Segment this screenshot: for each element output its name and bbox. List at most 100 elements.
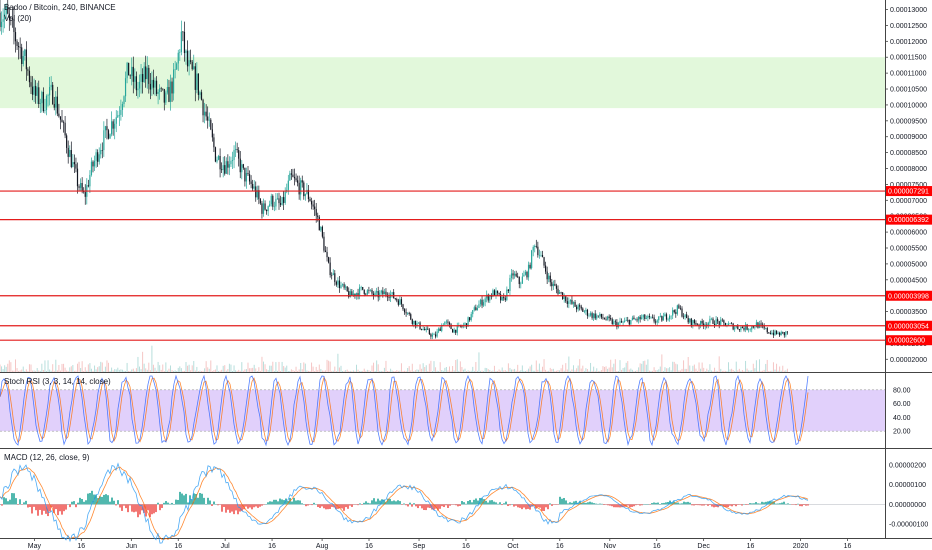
volume-bar <box>126 362 128 372</box>
volume-bar <box>149 370 151 372</box>
volume-bar <box>269 365 271 372</box>
candle-body <box>729 323 731 325</box>
candle-body <box>421 328 423 330</box>
candle-body <box>597 315 599 317</box>
candle-body <box>487 294 489 301</box>
candle-body <box>238 150 240 159</box>
candle-body <box>603 318 606 320</box>
candle-body <box>376 291 378 293</box>
macd-histogram-bar <box>461 501 463 505</box>
candle-body <box>503 296 505 299</box>
volume-bar <box>13 370 15 372</box>
macd-histogram-bar <box>113 500 115 505</box>
candle-body <box>512 273 514 276</box>
candle-body <box>630 319 632 325</box>
candle-body <box>351 291 353 296</box>
macd-histogram-bar <box>149 504 151 518</box>
candle-body <box>535 245 537 247</box>
volume-bar <box>638 367 640 372</box>
candle-body <box>431 334 434 337</box>
candle-body <box>225 161 227 174</box>
volume-bar <box>422 363 424 372</box>
volume-bar <box>653 367 655 372</box>
volume-bar <box>504 370 506 372</box>
volume-bar <box>734 370 736 372</box>
volume-bar <box>557 370 559 372</box>
macd-histogram-bar <box>171 502 173 505</box>
macd-histogram-bar <box>287 500 289 505</box>
volume-bar <box>596 368 598 372</box>
macd-histogram-bar <box>759 503 761 505</box>
macd-histogram-bar <box>49 504 51 512</box>
volume-bar <box>492 370 494 372</box>
candle-body <box>317 215 319 218</box>
candle-body <box>424 328 426 331</box>
candle-body <box>354 293 356 296</box>
macd-histogram-bar <box>409 502 411 505</box>
macd-histogram-bar <box>125 504 127 509</box>
candle-body <box>467 317 469 327</box>
candle-body <box>11 18 13 19</box>
candle-body <box>402 304 404 310</box>
macd-histogram-bar <box>657 502 659 505</box>
macd-histogram-bar <box>153 504 155 514</box>
macd-histogram-bar <box>629 504 631 508</box>
candle-body <box>642 314 644 318</box>
volume-bar <box>560 368 562 372</box>
candle-body <box>224 165 226 174</box>
macd-histogram-bar <box>211 504 213 506</box>
volume-bar <box>273 370 275 372</box>
volume-bar <box>658 369 660 372</box>
candle-body <box>771 332 773 335</box>
candle-body <box>576 306 578 310</box>
volume-bar <box>749 370 751 372</box>
volume-bar <box>588 370 590 372</box>
stoch-axis-label: 40.00 <box>893 415 911 422</box>
macd-histogram-bar <box>359 503 361 505</box>
candle-body <box>255 186 257 198</box>
macd-histogram-bar <box>655 502 657 505</box>
volume-bar <box>399 370 401 372</box>
candle-body <box>197 73 199 95</box>
macd-histogram-bar <box>775 503 777 505</box>
candle-body <box>318 217 320 231</box>
macd-histogram-bar <box>487 502 489 505</box>
candle-body <box>363 289 365 294</box>
candle-body <box>634 319 637 320</box>
volume-bar <box>675 363 677 372</box>
candle-body <box>456 325 458 333</box>
price-axis-label: 0.00005000 <box>890 261 927 268</box>
candle-body <box>329 262 331 276</box>
candle-body <box>374 292 376 296</box>
candle-body <box>678 305 680 309</box>
candle-body <box>651 316 654 318</box>
macd-histogram-bar <box>537 504 539 508</box>
volume-bar <box>317 370 319 372</box>
volume-bar <box>695 368 697 372</box>
volume-bar <box>563 370 565 372</box>
candle-body <box>35 85 37 96</box>
macd-histogram-bar <box>95 494 97 505</box>
volume-bar <box>693 364 695 372</box>
volume-bar <box>4 365 6 372</box>
macd-histogram-bar <box>203 497 205 505</box>
volume-bar <box>173 370 175 372</box>
volume-bar <box>187 365 189 372</box>
volume-bar <box>278 361 280 372</box>
candle-body <box>103 130 105 151</box>
candle-body <box>444 321 446 325</box>
volume-bar <box>418 369 419 372</box>
candle-body <box>27 69 29 71</box>
macd-histogram-bar <box>727 504 729 508</box>
macd-histogram-bar <box>745 504 747 505</box>
candle-body <box>66 135 68 148</box>
macd-histogram-bar <box>197 497 199 505</box>
volume-bar <box>87 364 89 372</box>
volume-bar <box>77 363 78 372</box>
candle-body <box>182 31 184 33</box>
candle-body <box>8 13 10 18</box>
candle-body <box>300 180 302 195</box>
candle-body <box>84 192 86 197</box>
candle-body <box>713 323 716 326</box>
